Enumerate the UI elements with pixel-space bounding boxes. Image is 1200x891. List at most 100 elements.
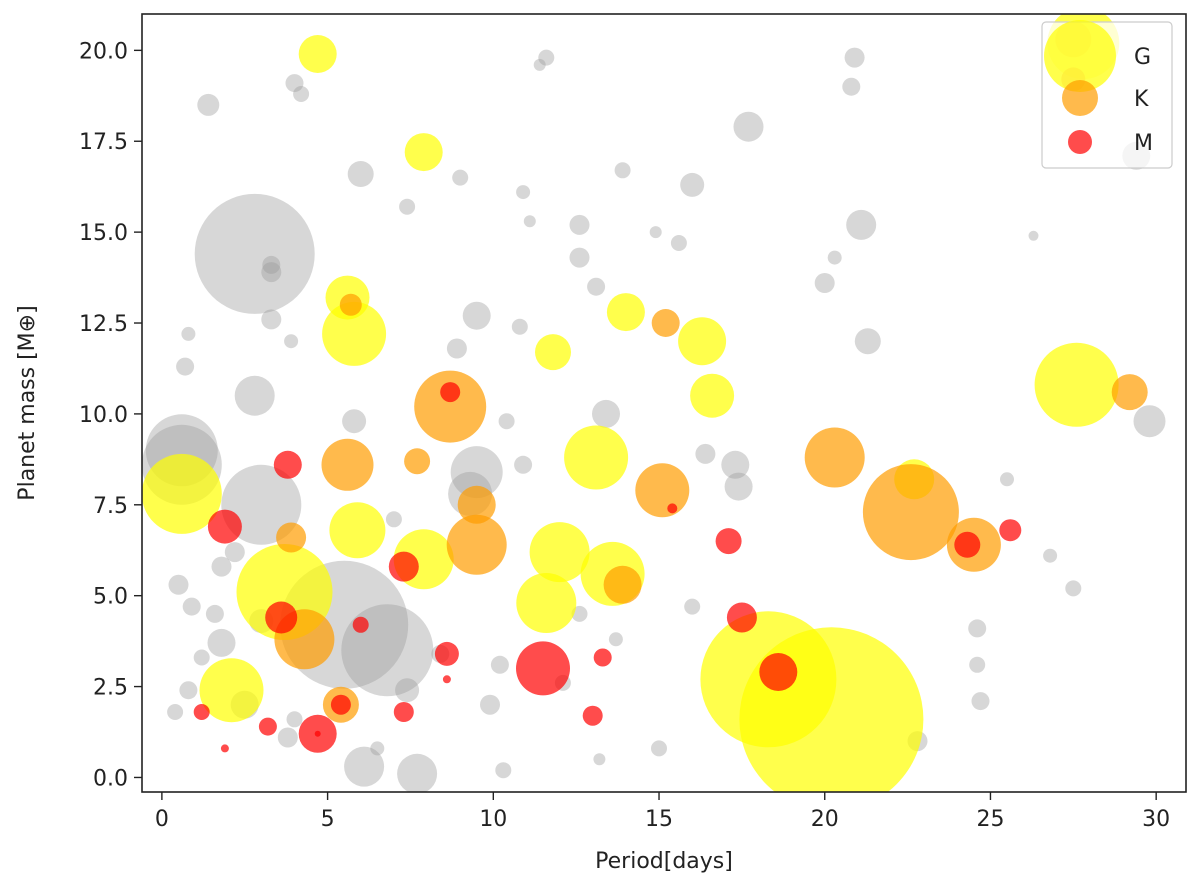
point-m xyxy=(258,717,277,736)
point-other xyxy=(284,334,299,349)
point-other xyxy=(514,455,533,474)
point-g xyxy=(298,35,337,73)
point-other xyxy=(721,450,750,479)
point-other xyxy=(385,511,402,528)
point-other xyxy=(533,58,546,71)
point-other xyxy=(1043,548,1058,563)
point-k xyxy=(804,427,865,488)
point-other xyxy=(167,704,184,720)
point-other xyxy=(182,597,201,616)
point-g xyxy=(1034,342,1119,427)
point-other xyxy=(1000,472,1014,487)
y-tick-label: 5.0 xyxy=(93,585,128,610)
point-other xyxy=(827,250,842,265)
point-m xyxy=(440,382,461,403)
point-other xyxy=(614,162,631,179)
x-tick-label: 25 xyxy=(976,807,1004,832)
point-other xyxy=(176,357,195,376)
point-k xyxy=(321,438,374,491)
point-other xyxy=(480,694,500,715)
point-m xyxy=(593,648,612,667)
point-m xyxy=(352,616,369,633)
point-other xyxy=(511,318,528,335)
point-other xyxy=(592,399,620,428)
point-other xyxy=(724,472,753,501)
point-other xyxy=(261,309,282,330)
x-axis: 0 5 10 15 20 25 30 xyxy=(155,792,1170,832)
point-k xyxy=(603,565,642,604)
point-k xyxy=(457,485,496,524)
point-other xyxy=(968,619,987,638)
point-m xyxy=(220,744,229,753)
point-m xyxy=(715,528,742,555)
point-other xyxy=(194,193,315,314)
point-m xyxy=(759,653,798,691)
point-m xyxy=(582,705,603,726)
point-other xyxy=(261,262,282,283)
point-other xyxy=(446,338,467,359)
point-other xyxy=(670,235,687,251)
point-other xyxy=(649,226,662,239)
point-other xyxy=(262,255,281,274)
point-g xyxy=(690,373,735,418)
point-m xyxy=(388,551,419,582)
point-other xyxy=(1133,405,1166,438)
point-other xyxy=(490,655,509,674)
point-other xyxy=(1028,230,1039,241)
point-other xyxy=(462,301,491,330)
point-other xyxy=(397,753,438,792)
x-tick-label: 5 xyxy=(321,807,335,832)
point-m xyxy=(193,704,210,720)
point-g xyxy=(529,522,590,583)
point-other xyxy=(452,169,469,186)
point-other xyxy=(569,247,590,268)
point-other xyxy=(733,111,764,142)
point-k xyxy=(404,448,431,475)
y-tick-label: 0.0 xyxy=(93,766,128,791)
point-other xyxy=(293,86,310,102)
x-tick-label: 30 xyxy=(1142,807,1170,832)
point-other xyxy=(1065,580,1082,597)
x-tick-label: 20 xyxy=(811,807,839,832)
point-g xyxy=(329,502,386,559)
point-other xyxy=(179,681,198,700)
point-k xyxy=(1111,374,1148,411)
point-g xyxy=(606,293,645,332)
point-other xyxy=(608,632,623,647)
point-m xyxy=(393,702,414,722)
point-other xyxy=(395,678,420,703)
y-tick-label: 17.5 xyxy=(79,130,128,155)
point-m xyxy=(954,531,981,558)
y-tick-label: 20.0 xyxy=(79,39,128,64)
point-k xyxy=(446,514,507,575)
point-other xyxy=(846,209,877,240)
y-axis: 0.0 2.5 5.0 7.5 10.0 12.5 15.0 17.5 20.0 xyxy=(79,39,142,791)
point-k xyxy=(862,464,959,561)
point-other xyxy=(538,49,555,66)
y-tick-label: 15.0 xyxy=(79,221,128,246)
legend: G K M xyxy=(1041,20,1173,169)
x-tick-label: 10 xyxy=(479,807,507,832)
point-other xyxy=(234,375,275,416)
point-other xyxy=(523,215,536,228)
point-m xyxy=(330,694,351,715)
point-g xyxy=(564,425,629,490)
point-g xyxy=(678,317,727,366)
point-other xyxy=(211,556,232,577)
point-g xyxy=(404,133,443,172)
point-g xyxy=(739,627,924,792)
point-other xyxy=(370,741,385,756)
point-other xyxy=(224,542,245,563)
point-other xyxy=(197,93,220,116)
point-other xyxy=(684,598,701,615)
point-k xyxy=(414,370,487,443)
point-other xyxy=(842,77,861,96)
point-m xyxy=(442,675,451,684)
point-other xyxy=(181,326,196,341)
point-other xyxy=(516,185,531,200)
y-tick-label: 12.5 xyxy=(79,312,128,337)
x-tick-label: 15 xyxy=(645,807,673,832)
point-other xyxy=(587,277,606,296)
y-tick-label: 7.5 xyxy=(93,494,128,519)
